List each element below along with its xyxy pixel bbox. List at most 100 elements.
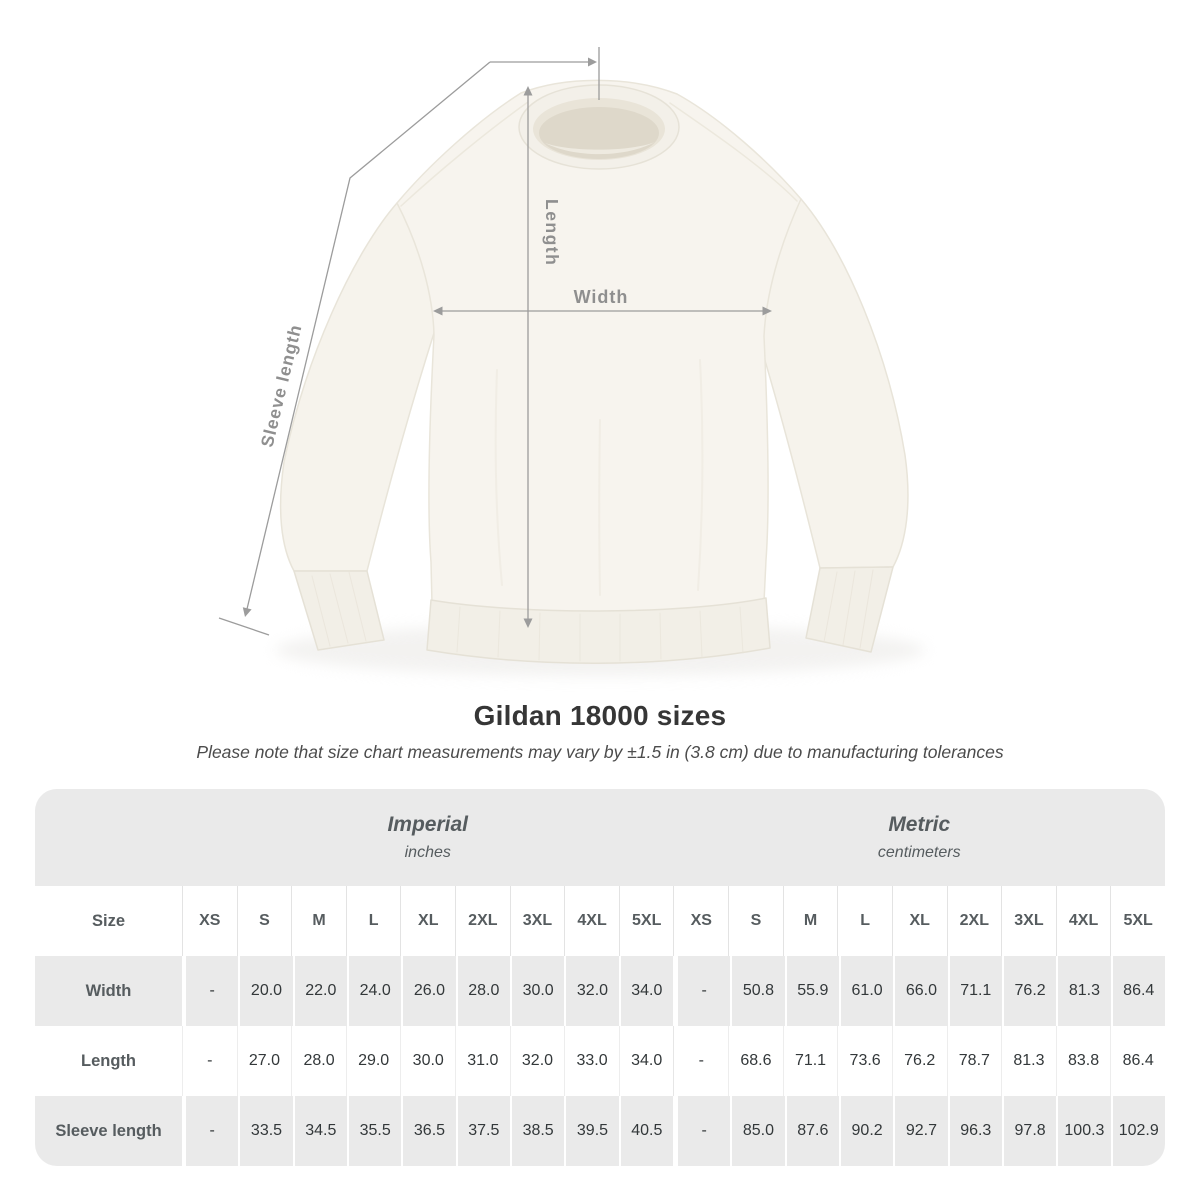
table-cell: 71.1 — [782, 1026, 838, 1096]
table-cell: 78.7 — [946, 1026, 1002, 1096]
size-chart-table: Imperial inches Metric centimeters Size … — [35, 789, 1165, 1166]
table-cell: 81.3 — [1001, 1026, 1056, 1096]
table-cell: 61.0 — [838, 956, 893, 1026]
sleeve-length-dimension-line — [218, 61, 491, 636]
size-column-header: 3XL — [1001, 886, 1056, 956]
table-corner — [35, 789, 182, 886]
width-label: Width — [574, 287, 629, 307]
arrow-down-icon — [523, 618, 533, 628]
table-cell: 34.0 — [618, 1026, 674, 1096]
table-cell: 90.2 — [838, 1096, 893, 1166]
unit-header-row: Imperial inches Metric centimeters — [35, 789, 1165, 886]
table-cell: 38.5 — [509, 1096, 564, 1166]
length-dimension-line — [523, 86, 533, 628]
size-column-header: XS — [673, 886, 728, 956]
size-column-header: M — [291, 886, 346, 956]
table-cell: 37.5 — [455, 1096, 510, 1166]
page-title: Gildan 18000 sizes — [473, 700, 727, 731]
tolerance-note: Please note that size chart measurements… — [196, 742, 1004, 762]
size-column-header: XL — [891, 886, 947, 956]
size-column-header: XL — [400, 886, 455, 956]
table-cell: 73.6 — [837, 1026, 892, 1096]
row-label-length: Length — [81, 1051, 136, 1070]
table-cell: 35.5 — [346, 1096, 401, 1166]
table-cell: 71.1 — [947, 956, 1002, 1026]
table-cell: - — [673, 1026, 728, 1096]
table-cell: 24.0 — [346, 956, 401, 1026]
table-cell: - — [182, 1026, 237, 1096]
metric-units: centimeters — [877, 844, 961, 861]
row-label-sleeve-length: Sleeve length — [55, 1121, 162, 1140]
table-cell: 100.3 — [1056, 1096, 1110, 1166]
size-column-header: XS — [182, 886, 237, 956]
arrow-right-icon — [588, 57, 597, 67]
table-cell: 32.0 — [564, 956, 618, 1026]
arrow-left-icon — [433, 306, 443, 316]
row-label-width: Width — [85, 981, 132, 1000]
table-cell: 87.6 — [784, 1096, 839, 1166]
imperial-units: inches — [404, 844, 451, 861]
table-cell: 85.0 — [730, 1096, 784, 1166]
length-label: Length — [542, 199, 562, 266]
table-cell: 76.2 — [1001, 956, 1056, 1026]
table-cell: 83.8 — [1055, 1026, 1111, 1096]
size-column-header: L — [345, 886, 401, 956]
table-cell: 32.0 — [509, 1026, 565, 1096]
imperial-group-header: Imperial inches — [182, 789, 674, 886]
table-cell: 31.0 — [455, 1026, 510, 1096]
imperial-title: Imperial — [387, 813, 469, 836]
table-row-sleeve-length: Sleeve length -33.5 34.5 35.5 36.5 37.5 38.5 3… — [35, 1096, 1165, 1166]
table-cell: 92.7 — [893, 1096, 947, 1166]
table-cell: 36.5 — [401, 1096, 455, 1166]
table-cell: 29.0 — [345, 1026, 401, 1096]
width-dimension-line — [433, 306, 772, 316]
table-cell: 86.4 — [1110, 956, 1165, 1026]
table-cell: 26.0 — [401, 956, 455, 1026]
table-cell: 39.5 — [564, 1096, 618, 1166]
arrow-right-icon — [762, 306, 772, 316]
size-column-header: 3XL — [509, 886, 565, 956]
table-cell: 27.0 — [236, 1026, 292, 1096]
table-cell: 81.3 — [1056, 956, 1110, 1026]
arrow-up-icon — [523, 86, 533, 96]
size-column-header: 5XL — [618, 886, 674, 956]
size-header-cell: Size — [91, 911, 126, 930]
table-cell: 30.0 — [400, 1026, 455, 1096]
size-column-header: L — [837, 886, 892, 956]
table-cell: 40.5 — [618, 1096, 673, 1166]
size-header-row: Size XS S M L XL 2XL 3XL 4XL 5XL XS S M L XL 2XL 3XL 4XL… — [35, 886, 1165, 956]
heading: Gildan 18000 sizes Please note that size… — [0, 700, 1200, 763]
arrow-down-left-icon — [242, 607, 252, 617]
table-cell: 33.0 — [564, 1026, 619, 1096]
size-column-header: S — [236, 886, 292, 956]
table-cell: 76.2 — [891, 1026, 947, 1096]
table-cell: 20.0 — [238, 956, 292, 1026]
size-column-header: 4XL — [564, 886, 619, 956]
top-pointer-line — [490, 47, 600, 100]
table-cell: 34.0 — [618, 956, 673, 1026]
table-row-length: Length -27.0 28.0 29.0 30.0 31.0 32.0 33.0 34.0… — [35, 1026, 1165, 1096]
table-cell: 68.6 — [728, 1026, 783, 1096]
size-column-header: 4XL — [1055, 886, 1111, 956]
table-cell: - — [672, 1096, 730, 1166]
table-cell: 34.5 — [292, 1096, 347, 1166]
size-column-header: M — [782, 886, 838, 956]
table-cell: - — [672, 956, 730, 1026]
metric-title: Metric — [888, 813, 951, 836]
sweatshirt-image — [279, 79, 909, 665]
table-cell: - — [182, 1096, 238, 1166]
size-column-header: S — [728, 886, 783, 956]
table-cell: 50.8 — [730, 956, 784, 1026]
table-cell: 33.5 — [238, 1096, 292, 1166]
table-cell: 55.9 — [784, 956, 839, 1026]
table-cell: - — [182, 956, 238, 1026]
metric-group-header: Metric centimeters — [673, 789, 1165, 886]
table-cell: 97.8 — [1001, 1096, 1056, 1166]
size-column-header: 2XL — [946, 886, 1002, 956]
table-cell: 102.9 — [1110, 1096, 1165, 1166]
table-cell: 30.0 — [509, 956, 564, 1026]
size-column-header: 2XL — [455, 886, 510, 956]
table-cell: 28.0 — [455, 956, 510, 1026]
table-cell: 96.3 — [947, 1096, 1002, 1166]
